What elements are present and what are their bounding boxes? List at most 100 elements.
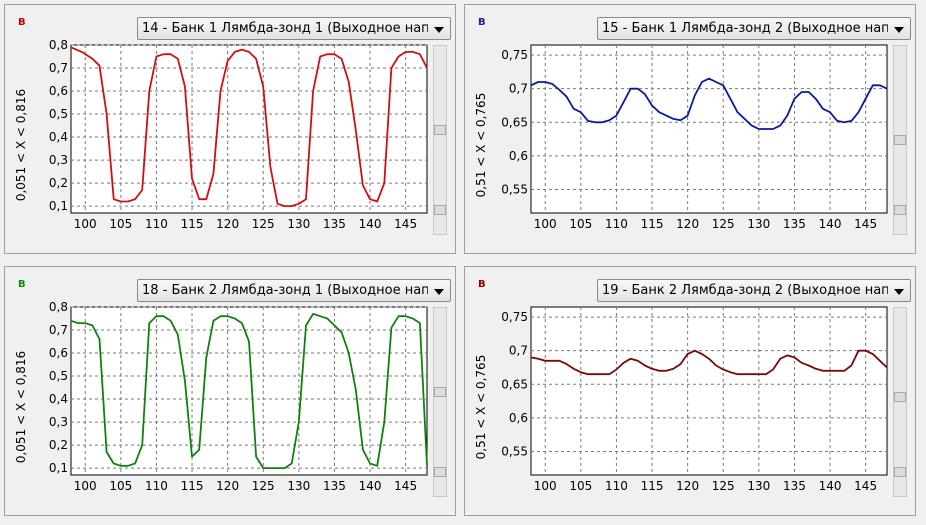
y-tick-label: 0,65	[501, 115, 528, 129]
vertical-slider[interactable]	[433, 307, 447, 497]
y-tick-label: 0,2	[49, 438, 68, 452]
y-tick-label: 0,5	[49, 107, 68, 121]
vertical-slider[interactable]	[433, 45, 447, 235]
x-tick-label: 100	[534, 479, 557, 493]
x-tick-label: 145	[854, 217, 877, 231]
x-tick-label: 130	[747, 479, 770, 493]
y-tick-label: 0,6	[509, 411, 528, 425]
x-tick-label: 110	[605, 217, 628, 231]
y-tick-label: 0,7	[49, 61, 68, 75]
sensor-selector[interactable]: 18 - Банк 2 Лямбда-зонд 1 (Выходное напр…	[137, 279, 451, 302]
y-tick-label: 0,65	[501, 377, 528, 391]
sensor-selector-value: 15 - Банк 1 Лямбда-зонд 2 (Выходное напр…	[602, 21, 888, 36]
vertical-slider[interactable]	[893, 45, 907, 235]
slider-thumb[interactable]	[434, 205, 446, 215]
slider-thumb[interactable]	[434, 125, 446, 135]
y-axis-range-label: 0,51 < X < 0,765	[474, 92, 488, 198]
plot-area	[530, 44, 888, 214]
grid	[531, 307, 887, 475]
x-tick-label: 115	[641, 479, 664, 493]
x-tick-label: 125	[252, 217, 275, 231]
plot-area	[70, 306, 428, 476]
series-line	[70, 46, 428, 208]
sensor-selector-value: 19 - Банк 2 Лямбда-зонд 2 (Выходное напр…	[602, 283, 888, 298]
y-tick-label: 0,6	[49, 346, 68, 360]
y-tick-label: 0,5	[49, 369, 68, 383]
line-chart: 0,1 0,2 0,3 0,4 0,5 0,6 0,7 0,8 100 105 110 115 120 1…	[49, 38, 428, 231]
slider-thumb[interactable]	[894, 467, 906, 477]
slider-thumb[interactable]	[894, 135, 906, 145]
series-line	[70, 312, 428, 470]
x-tick-label: 110	[145, 479, 168, 493]
x-tick-label: 135	[323, 217, 346, 231]
sensor-selector[interactable]: 14 - Банк 1 Лямбда-зонд 1 (Выходное напр…	[137, 17, 451, 40]
x-tick-label: 135	[783, 217, 806, 231]
line-chart: 0,55 0,6 0,65 0,7 0,75 100 105 110 115 120 125 130 1…	[501, 44, 888, 231]
chart-panel-1: В 14 - Банк 1 Лямбда-зонд 1 (Выходное на…	[4, 4, 456, 254]
y-tick-label: 0,7	[49, 323, 68, 337]
grid	[71, 306, 427, 475]
plot-area	[530, 306, 888, 476]
line-chart: 0,55 0,6 0,65 0,7 0,75 100 105 110 115 120 125 130 1…	[501, 306, 888, 493]
x-tick-label: 120	[216, 217, 239, 231]
plot-area	[70, 44, 428, 214]
grid	[71, 44, 427, 213]
chevron-down-icon[interactable]	[894, 289, 904, 295]
x-tick-label: 105	[569, 479, 592, 493]
y-tick-label: 0,75	[501, 48, 528, 62]
x-tick-label: 140	[819, 479, 842, 493]
x-tick-label: 130	[747, 217, 770, 231]
x-tick-label: 125	[712, 479, 735, 493]
x-tick-label: 135	[783, 479, 806, 493]
x-tick-label: 145	[394, 217, 417, 231]
sensor-selector[interactable]: 15 - Банк 1 Лямбда-зонд 2 (Выходное напр…	[597, 17, 911, 40]
slider-thumb[interactable]	[894, 205, 906, 215]
x-tick-label: 140	[819, 217, 842, 231]
x-tick-label: 125	[712, 217, 735, 231]
y-axis-range-label: 0,51 < X < 0,765	[474, 354, 488, 460]
x-tick-label: 145	[394, 479, 417, 493]
slider-track[interactable]	[893, 307, 907, 497]
slider-thumb[interactable]	[434, 467, 446, 477]
y-tick-label: 0,6	[49, 84, 68, 98]
x-tick-label: 100	[74, 479, 97, 493]
slider-track[interactable]	[433, 307, 447, 497]
chevron-down-icon[interactable]	[894, 27, 904, 33]
chevron-down-icon[interactable]	[434, 289, 444, 295]
x-tick-label: 105	[569, 217, 592, 231]
chevron-down-icon[interactable]	[434, 27, 444, 33]
x-tick-label: 100	[74, 217, 97, 231]
x-tick-label: 135	[323, 479, 346, 493]
x-tick-label: 110	[605, 479, 628, 493]
y-axis-range-label: 0,051 < X < 0,816	[14, 88, 28, 202]
sensor-selector-value: 14 - Банк 1 Лямбда-зонд 1 (Выходное напр…	[142, 21, 428, 36]
x-tick-label: 120	[676, 217, 699, 231]
slider-track[interactable]	[433, 45, 447, 235]
x-tick-label: 140	[359, 217, 382, 231]
slider-thumb[interactable]	[434, 387, 446, 397]
x-tick-label: 115	[181, 217, 204, 231]
x-tick-label: 115	[181, 479, 204, 493]
chart-panel-2: В 15 - Банк 1 Лямбда-зонд 2 (Выходное на…	[464, 4, 916, 254]
y-tick-label: 0,8	[49, 300, 68, 314]
y-tick-label: 0,55	[501, 182, 528, 196]
y-tick-label: 0,8	[49, 38, 68, 52]
x-tick-label: 125	[252, 479, 275, 493]
sensor-selector[interactable]: 19 - Банк 2 Лямбда-зонд 2 (Выходное напр…	[597, 279, 911, 302]
y-tick-label: 0,4	[49, 392, 68, 406]
unit-label: В	[18, 17, 26, 28]
y-tick-label: 0,1	[49, 461, 68, 475]
y-tick-label: 0,2	[49, 176, 68, 190]
x-tick-label: 100	[534, 217, 557, 231]
x-tick-label: 120	[216, 479, 239, 493]
y-tick-label: 0,3	[49, 153, 68, 167]
vertical-slider[interactable]	[893, 307, 907, 497]
unit-label: В	[18, 279, 26, 290]
series-line	[530, 349, 888, 376]
x-tick-label: 130	[287, 217, 310, 231]
x-tick-label: 130	[287, 479, 310, 493]
chart-panel-4: В 19 - Банк 2 Лямбда-зонд 2 (Выходное на…	[464, 266, 916, 516]
x-tick-label: 145	[854, 479, 877, 493]
slider-thumb[interactable]	[894, 392, 906, 402]
x-tick-label: 115	[641, 217, 664, 231]
